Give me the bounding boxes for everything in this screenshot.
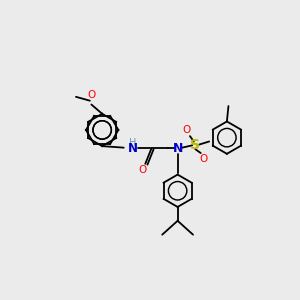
Text: O: O [87,90,95,100]
Text: N: N [128,142,138,155]
Text: N: N [172,142,183,155]
Text: H: H [129,138,137,148]
Text: O: O [200,154,208,164]
Text: S: S [190,138,200,152]
Text: O: O [183,125,191,135]
Text: O: O [139,165,147,175]
